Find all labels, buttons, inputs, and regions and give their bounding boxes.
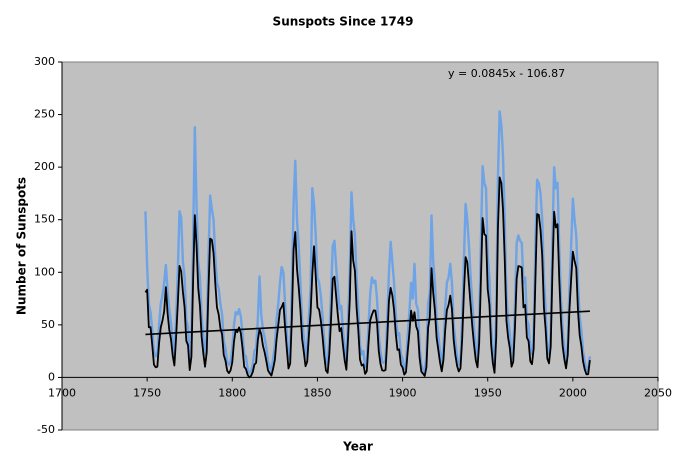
- y-tick-label: 0: [48, 370, 55, 383]
- x-tick-label: 1850: [303, 386, 331, 399]
- chart-title: Sunspots Since 1749: [273, 15, 414, 29]
- x-tick-label: 1950: [474, 386, 502, 399]
- y-tick-label: 300: [34, 55, 55, 68]
- x-axis-label: Year: [342, 440, 373, 454]
- y-tick-label: 250: [34, 108, 55, 121]
- x-tick-label: 1800: [218, 386, 246, 399]
- x-tick-label: 1900: [389, 386, 417, 399]
- trendline-equation: y = 0.0845x - 106.87: [448, 67, 565, 80]
- y-tick-label: 100: [34, 265, 55, 278]
- trendline: [145, 310, 590, 336]
- y-tick-label: 150: [34, 213, 55, 226]
- x-tick-label: 1700: [48, 386, 76, 399]
- x-tick-label: 2050: [644, 386, 672, 399]
- y-axis-label: Number of Sunspots: [15, 177, 29, 315]
- x-tick-label: 2000: [559, 386, 587, 399]
- y-tick-label: -50: [37, 423, 55, 436]
- plot-area: -50 0 50 100 150 200 250 300 1700 1750 1800 1850 190…: [34, 55, 672, 436]
- y-tick-label: 200: [34, 160, 55, 173]
- series-line: [144, 176, 591, 379]
- plot-background: [61, 61, 659, 431]
- x-tick-label: 1750: [133, 386, 161, 399]
- y-tick-label: 50: [41, 318, 55, 331]
